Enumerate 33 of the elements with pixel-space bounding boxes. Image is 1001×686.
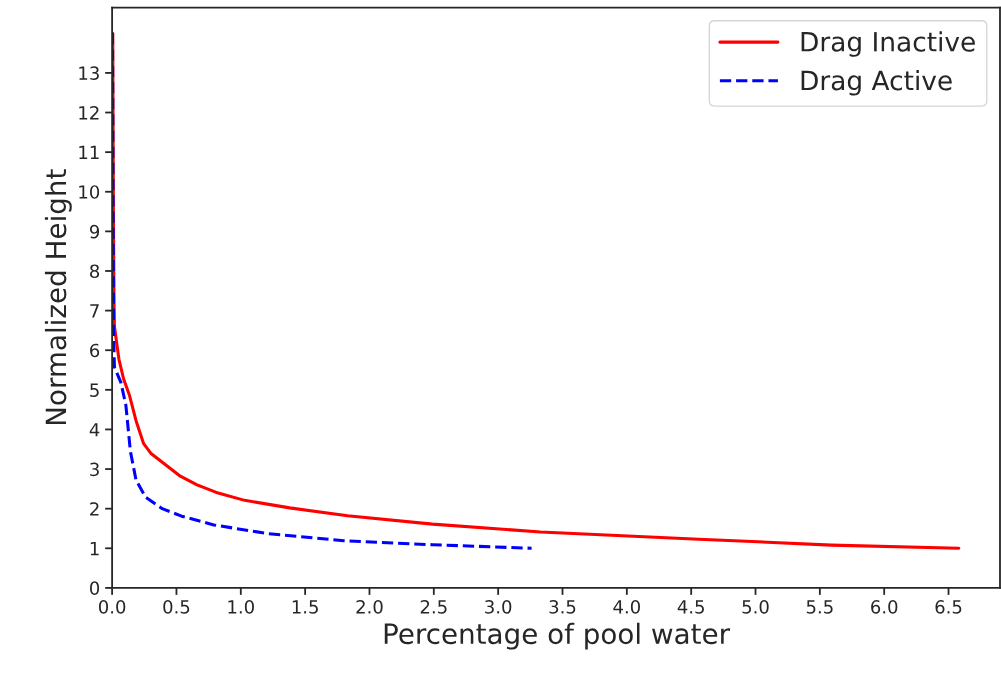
y-tick-label: 10 [79, 185, 100, 199]
x-tick-label: 4.5 [677, 600, 704, 614]
y-tick-label: 12 [79, 105, 99, 120]
y-tick-label: 0 [90, 581, 100, 596]
y-tick-label: 5 [90, 383, 99, 397]
x-tick-label: 3.5 [549, 600, 576, 614]
x-tick-label: 2.0 [356, 600, 383, 614]
legend-label: Drag Active [801, 70, 952, 96]
y-axis-title: Normalized Height [44, 169, 72, 425]
x-tick-label: 3.0 [485, 600, 512, 614]
y-tick-label: 1 [90, 541, 99, 556]
x-tick-label: 1.5 [292, 600, 318, 614]
y-tick-label: 2 [90, 502, 99, 516]
line-series [112, 31, 534, 550]
x-tick-label: 1.0 [228, 600, 254, 614]
y-tick-label: 13 [79, 66, 99, 81]
x-tick-label: 0.0 [98, 600, 126, 614]
legend-label: Drag Inactive [801, 31, 975, 57]
x-tick-label: 0.5 [163, 600, 190, 614]
y-tick-label: 3 [90, 462, 99, 477]
x-tick-label: 6.0 [871, 600, 898, 614]
y-tick-label: 11 [79, 145, 99, 159]
x-tick-label: 5.0 [742, 600, 769, 614]
y-tick-label: 8 [90, 264, 100, 279]
y-tick-label: 7 [90, 304, 99, 318]
y-tick-label: 4 [89, 423, 100, 437]
y-tick-label: 6 [90, 343, 100, 358]
x-tick-label: 4.0 [613, 600, 640, 614]
x-tick-label: 2.5 [420, 600, 447, 614]
x-axis-title: Percentage of pool water [384, 622, 731, 650]
x-tick-label: 6.5 [935, 600, 962, 614]
y-tick-label: 9 [89, 224, 100, 239]
x-tick-label: 5.5 [806, 600, 833, 614]
